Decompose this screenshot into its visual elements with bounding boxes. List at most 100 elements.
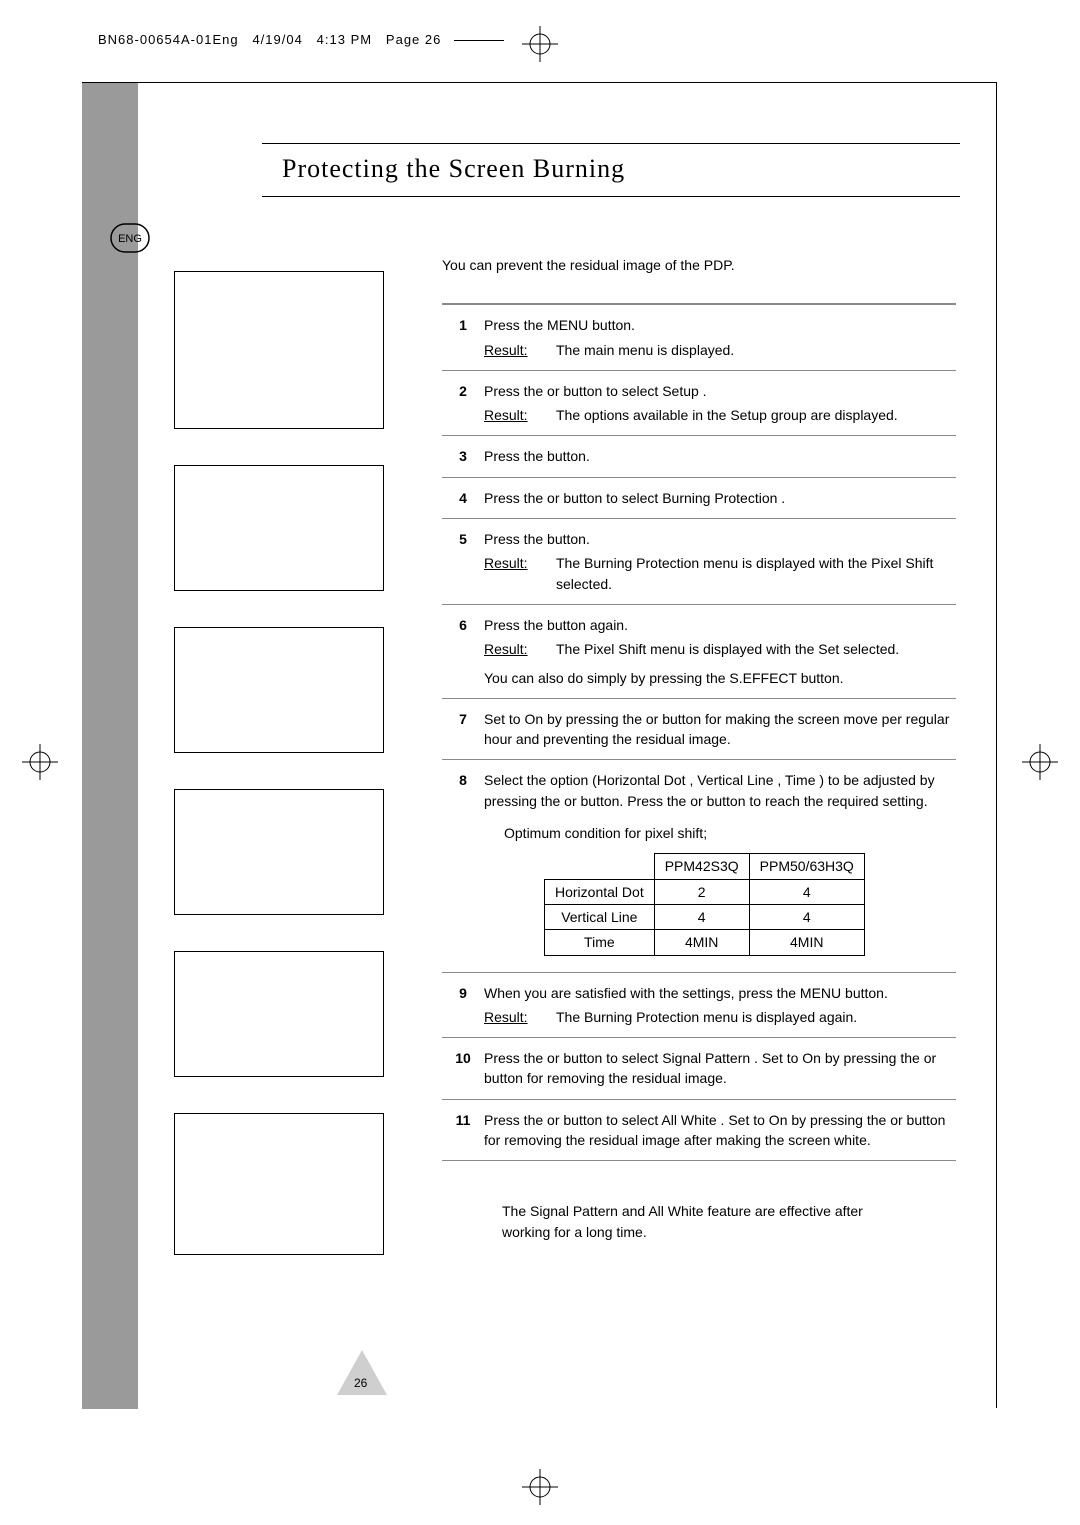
header-rule [454, 40, 504, 41]
page-number: 26 [354, 1376, 367, 1390]
doc-time: 4:13 PM [317, 32, 372, 47]
step-instruction: Press the button again. [484, 615, 956, 635]
step: 4Press the or button to select Burning P… [442, 478, 956, 519]
step-body: Press the or button to select All White … [484, 1110, 956, 1151]
table-cell: 4 [749, 879, 864, 904]
result-label: Result: [484, 1007, 556, 1027]
step-instruction: Set to On by pressing the or button for … [484, 709, 956, 750]
step: 11Press the or button to select All Whit… [442, 1100, 956, 1162]
result-label: Result: [484, 639, 556, 659]
step-body: Press the MENU button. Result:The main me… [484, 315, 956, 360]
crop-mark-left-icon [22, 744, 58, 780]
step: 7Set to On by pressing the or button for… [442, 699, 956, 761]
print-header: BN68-00654A-01Eng 4/19/04 4:13 PM Page 2… [98, 32, 504, 47]
step-instruction: Press the button. [484, 529, 956, 549]
table-header-cell: PPM50/63H3Q [749, 854, 864, 879]
step-body: Press the or button to select Setup . Res… [484, 381, 956, 426]
screenshot-placeholders [174, 271, 384, 1291]
optimum-caption: Optimum condition for pixel shift; [504, 823, 956, 843]
step: 9When you are satisfied with the setting… [442, 973, 956, 1039]
screenshot-placeholder [174, 465, 384, 591]
step-result: Result:The main menu is displayed. [484, 340, 956, 360]
table-cell: 4 [654, 904, 749, 929]
step-instruction: Press the or button to select Signal Pat… [484, 1048, 956, 1089]
step-result: Result:The Burning Protection menu is di… [484, 553, 956, 594]
step-extra: You can also do simply by pressing the S… [484, 668, 956, 688]
doc-date: 4/19/04 [252, 32, 302, 47]
step: 5Press the button. Result:The Burning Pro… [442, 519, 956, 605]
left-margin-strip [82, 83, 138, 1409]
screenshot-placeholder [174, 1113, 384, 1255]
step: 1Press the MENU button. Result:The main m… [442, 305, 956, 371]
step-body: When you are satisfied with the settings… [484, 983, 956, 1028]
step-body: Select the option (Horizontal Dot , Vert… [484, 770, 956, 961]
steps-list: 1Press the MENU button.Result:The main m… [442, 303, 956, 1161]
step-number: 10 [442, 1048, 484, 1089]
step-body: Press the or button to select Signal Pat… [484, 1048, 956, 1089]
table-cell: 2 [654, 879, 749, 904]
crop-mark-top-icon [522, 26, 558, 62]
step-body: Press the or button to select Burning Pr… [484, 488, 956, 508]
table-cell: Time [545, 930, 655, 955]
result-label: Result: [484, 553, 556, 594]
screenshot-placeholder [174, 627, 384, 753]
step-number: 8 [442, 770, 484, 961]
step-result: Result:The options available in the Setu… [484, 405, 956, 425]
step-number: 4 [442, 488, 484, 508]
step-instruction: Press the button. [484, 446, 956, 466]
result-text: The main menu is displayed. [556, 340, 956, 360]
step-body: Press the button. Result:The Burning Prot… [484, 529, 956, 594]
table-cell: 4MIN [749, 930, 864, 955]
step-number: 1 [442, 315, 484, 360]
step: 10Press the or button to select Signal P… [442, 1038, 956, 1100]
result-text: The Burning Protection menu is displayed… [556, 1007, 956, 1027]
optimum-table: PPM42S3QPPM50/63H3QHorizontal Dot24Verti… [544, 853, 865, 955]
step-number: 5 [442, 529, 484, 594]
step-instruction: Press the or button to select All White … [484, 1110, 956, 1151]
step-result: Result:The Pixel Shift menu is displayed… [484, 639, 956, 659]
step-body: Press the button. [484, 446, 956, 466]
language-badge-text: ENG [118, 233, 142, 245]
result-text: The Pixel Shift menu is displayed with t… [556, 639, 956, 659]
step: 2Press the or button to select Setup . Re… [442, 371, 956, 437]
step-body: Press the button again. Result:The Pixel … [484, 615, 956, 688]
doc-id: BN68-00654A-01Eng [98, 32, 239, 47]
table-cell: 4MIN [654, 930, 749, 955]
step-instruction: Select the option (Horizontal Dot , Vert… [484, 770, 956, 811]
footnote-text: The Signal Pattern and All White feature… [502, 1201, 902, 1242]
step-instruction: Press the or button to select Setup . [484, 381, 956, 401]
table-cell: 4 [749, 904, 864, 929]
result-label: Result: [484, 340, 556, 360]
step-number: 7 [442, 709, 484, 750]
step-number: 11 [442, 1110, 484, 1151]
step-instruction: Press the MENU button. [484, 315, 956, 335]
step: 3Press the button. [442, 436, 956, 477]
step-number: 2 [442, 381, 484, 426]
step-result: Result:The Burning Protection menu is di… [484, 1007, 956, 1027]
step-number: 6 [442, 615, 484, 688]
intro-text: You can prevent the residual image of th… [442, 255, 956, 275]
table-cell: Vertical Line [545, 904, 655, 929]
step-instruction: Press the or button to select Burning Pr… [484, 488, 956, 508]
table-header-cell: PPM42S3Q [654, 854, 749, 879]
step: 6Press the button again. Result:The Pixel… [442, 605, 956, 699]
result-text: The Burning Protection menu is displayed… [556, 553, 956, 594]
crop-mark-bottom-icon [522, 1469, 558, 1505]
step-body: Set to On by pressing the or button for … [484, 709, 956, 750]
result-label: Result: [484, 405, 556, 425]
table-header-cell [545, 854, 655, 879]
table-cell: Horizontal Dot [545, 879, 655, 904]
step-number: 9 [442, 983, 484, 1028]
page-title: Protecting the Screen Burning [262, 143, 960, 197]
screenshot-placeholder [174, 789, 384, 915]
instruction-content: You can prevent the residual image of th… [442, 255, 956, 1242]
page-number-triangle-icon [332, 1340, 392, 1400]
screenshot-placeholder [174, 271, 384, 429]
screenshot-placeholder [174, 951, 384, 1077]
step-number: 3 [442, 446, 484, 466]
result-text: The options available in the Setup group… [556, 405, 956, 425]
step-instruction: When you are satisfied with the settings… [484, 983, 956, 1003]
doc-page-label: Page 26 [386, 32, 441, 47]
language-badge: ENG [110, 223, 150, 253]
page-frame: ENG Protecting the Screen Burning You ca… [82, 82, 997, 1408]
